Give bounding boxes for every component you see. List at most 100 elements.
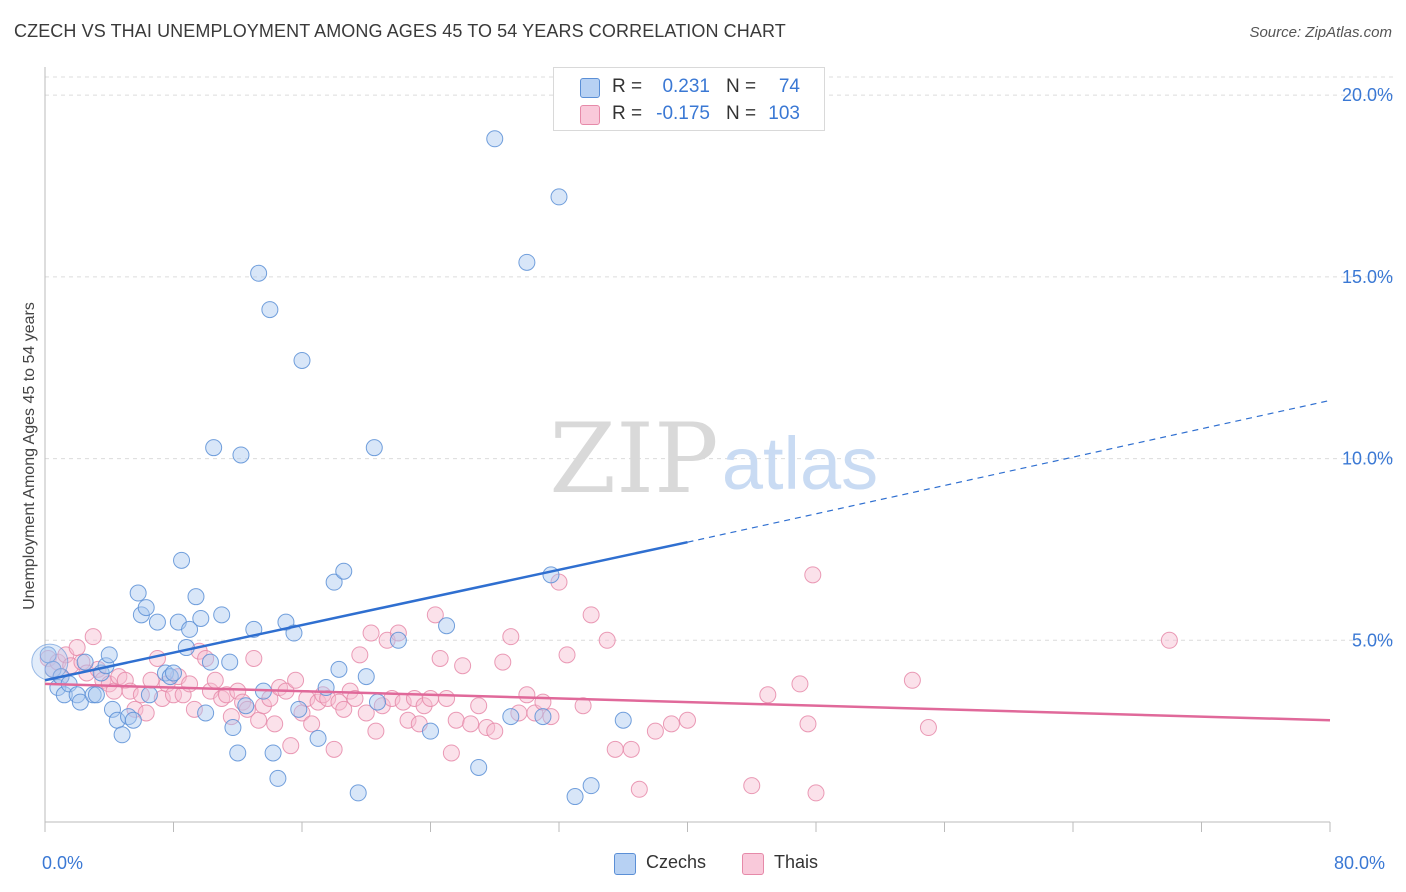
thai-point [84, 628, 102, 646]
thai-point [1160, 631, 1178, 649]
thai-point [181, 675, 199, 693]
thai-point [662, 715, 680, 733]
y-tick-label: 15.0% [1342, 267, 1393, 287]
thai-point [442, 744, 460, 762]
czech-point [550, 188, 568, 206]
y-tick-labels: 5.0% 10.0% 15.0% 20.0% [1342, 85, 1393, 650]
thai-point [362, 624, 380, 642]
thais-label: Thais [774, 852, 819, 872]
thai-point [319, 689, 337, 707]
czech-point [224, 719, 242, 737]
thai-n-value: 103 [768, 103, 800, 124]
czech-point [389, 631, 407, 649]
thai-point [502, 628, 520, 646]
axes [44, 67, 1331, 832]
czech-point [232, 446, 250, 464]
czech-point [534, 708, 552, 726]
czech-point [237, 697, 255, 715]
correlation-legend: R = 0.231 N = 74 R = -0.175 N = 103 [553, 67, 825, 131]
czech-cluster-point [31, 643, 69, 681]
thai-point [630, 780, 648, 798]
watermark: ZIP atlas [549, 403, 878, 515]
czech-trend-line [44, 540, 688, 682]
czech-point [325, 573, 343, 591]
czech-n-label: N = [726, 76, 757, 97]
x-tick-min: 0.0% [42, 853, 84, 873]
thai-point [68, 639, 86, 657]
thai-point [807, 784, 825, 802]
thai-point [351, 646, 369, 664]
y-tick-label: 20.0% [1342, 85, 1393, 105]
thai-point [743, 777, 761, 795]
czech-point [264, 744, 282, 762]
czechs-swatch [614, 853, 636, 875]
y-tick-label: 10.0% [1342, 449, 1393, 469]
thai-point [335, 700, 353, 718]
thai-point [518, 686, 536, 704]
thai-point [447, 711, 465, 729]
czech-point [129, 584, 147, 602]
thai-point [357, 704, 375, 722]
czech-point [103, 700, 121, 718]
thai-point [367, 722, 385, 740]
czech-point [201, 653, 219, 671]
thai-point [791, 675, 809, 693]
czech-point [335, 562, 353, 580]
thai-point [126, 700, 144, 718]
thai-point [431, 649, 449, 667]
thai-point [399, 711, 417, 729]
czech-point [221, 653, 239, 671]
thai-point [759, 686, 777, 704]
czech-point [113, 726, 131, 744]
czech-point [330, 660, 348, 678]
czech-point [55, 686, 73, 704]
series-thai-points [39, 566, 1178, 802]
thai-point [558, 646, 576, 664]
czech-point [213, 606, 231, 624]
thai-point [606, 740, 624, 758]
thai-point [622, 740, 640, 758]
czech-point [285, 624, 303, 642]
czech-point [269, 769, 287, 787]
thai-point [426, 606, 444, 624]
thai-point [438, 689, 456, 707]
czech-swatch [580, 78, 600, 98]
czech-point [137, 599, 155, 617]
czech-point [76, 653, 94, 671]
thai-point [799, 715, 817, 733]
watermark-zip: ZIP [549, 403, 718, 515]
czech-point [187, 588, 205, 606]
czech-point [100, 646, 118, 664]
thai-point [206, 671, 224, 689]
thai-point [478, 719, 496, 737]
thais-swatch [742, 853, 764, 875]
czech-r-label: R = [612, 76, 643, 97]
czech-point [205, 439, 223, 457]
czech-point [293, 351, 311, 369]
czech-point [502, 708, 520, 726]
czech-point [71, 693, 89, 711]
thai-point [245, 649, 263, 667]
czech-point [290, 700, 308, 718]
czech-point [368, 693, 386, 711]
czech-point [165, 664, 182, 682]
czech-point [250, 264, 268, 282]
czech-r-value: 0.231 [662, 76, 710, 97]
czech-point [349, 784, 367, 802]
thai-point [415, 697, 433, 715]
source-label: Source: ZipAtlas.com [1249, 24, 1392, 41]
thai-point [222, 708, 240, 726]
czech-point [365, 439, 383, 457]
thai-trend-line [44, 682, 1331, 722]
chart-title: CZECH VS THAI UNEMPLOYMENT AMONG AGES 45… [14, 21, 786, 41]
thai-point [454, 657, 472, 675]
legend-row-czech: R = 0.231 N = 74 [554, 74, 824, 102]
czech-point [582, 777, 600, 795]
legend-row-thai: R = -0.175 N = 103 [554, 101, 824, 129]
czech-point [140, 686, 158, 704]
x-tick-max: 80.0% [1334, 853, 1386, 873]
gridlines [45, 76, 1395, 641]
czech-point [173, 551, 191, 569]
thai-point [804, 566, 822, 584]
